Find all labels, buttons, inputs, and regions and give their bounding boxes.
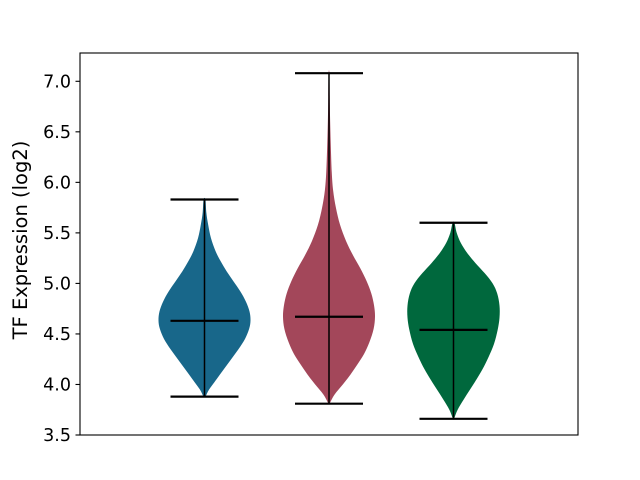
y-tick-label: 4.0 bbox=[43, 376, 71, 396]
y-tick-label: 4.5 bbox=[43, 325, 71, 345]
y-tick-label: 3.5 bbox=[43, 426, 71, 446]
y-tick-label: 7.0 bbox=[43, 72, 71, 92]
y-tick-label: 6.0 bbox=[43, 174, 71, 194]
violin-body bbox=[407, 221, 500, 420]
y-axis-ticks: 3.5 4.0 4.5 5.0 5.5 6.0 6.5 7.0 bbox=[43, 72, 80, 446]
violin-body bbox=[282, 70, 376, 405]
axes-frame bbox=[79, 52, 579, 436]
violins-group bbox=[158, 70, 500, 420]
y-tick-label: 5.0 bbox=[43, 275, 71, 295]
y-tick-label: 6.5 bbox=[43, 123, 71, 143]
violin-body bbox=[158, 197, 251, 398]
y-tick-label: 5.5 bbox=[43, 224, 71, 244]
